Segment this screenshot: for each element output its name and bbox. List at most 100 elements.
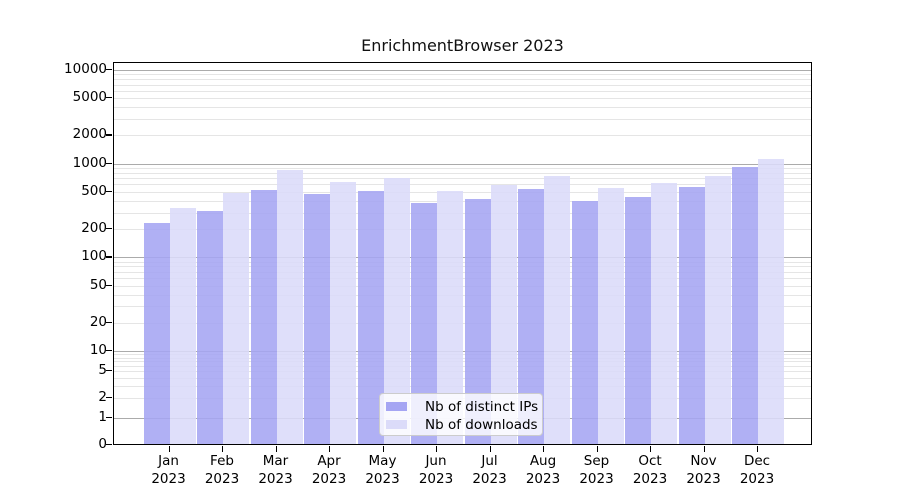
bar-downloads [330,182,356,444]
x-tick-label: Sep 2023 [562,453,632,488]
chart-title: EnrichmentBrowser 2023 [361,36,564,55]
x-tick-label: Jul 2023 [455,453,525,488]
y-tick-label: 1 [98,408,107,425]
x-tick-year: 2023 [525,470,561,487]
x-tick-mark [436,446,438,452]
minor-gridline [114,90,811,92]
x-tick-mark [596,446,598,452]
x-tick-month: Nov [690,453,717,469]
bar-distinct-ips [625,197,651,444]
x-tick-month: May [368,453,397,469]
x-tick-mark [650,446,652,452]
legend-swatch-distinct-ips-icon [386,402,407,411]
x-tick-year: 2023 [686,470,721,487]
minor-gridline [114,74,811,76]
x-tick-year: 2023 [632,470,668,487]
x-tick-month: Apr [317,453,341,469]
bar-distinct-ips [678,187,705,444]
y-tick-mark [106,162,112,164]
minor-gridline [114,184,811,186]
bar-downloads [544,175,570,444]
minor-gridline [114,84,811,86]
x-tick-month: Mar [262,453,289,469]
y-tick-label: 1000 [72,154,107,171]
y-tick-label: 0 [98,436,107,452]
major-gridline [114,163,811,165]
x-tick-month: Jul [481,453,498,469]
plot-area: Nb of distinct IPs Nb of downloads [113,62,812,445]
y-tick-label: 10 [89,342,107,359]
y-tick-mark [106,416,112,418]
x-tick-year: 2023 [472,470,507,487]
minor-gridline [114,172,811,174]
y-tick-label: 100 [81,248,107,265]
x-tick-year: 2023 [258,470,293,487]
bar-downloads [223,193,249,444]
x-tick-label: Oct 2023 [615,453,685,488]
y-tick-mark [106,444,112,446]
minor-gridline [114,79,811,81]
x-tick-year: 2023 [365,470,400,487]
y-tick-label: 500 [81,182,107,199]
x-tick-label: Jan 2023 [134,453,204,488]
legend-label-distinct-ips: Nb of distinct IPs [425,398,539,415]
x-tick-year: 2023 [311,470,347,487]
x-tick-label: Dec 2023 [722,453,792,488]
x-tick-month: Jan [158,453,179,469]
y-tick-label: 2000 [72,126,107,143]
x-tick-year: 2023 [418,470,454,487]
x-tick-mark [222,446,224,452]
x-tick-year: 2023 [739,470,775,487]
y-tick-label: 2 [98,388,107,405]
y-tick-mark [106,284,112,286]
y-tick-mark [106,134,112,136]
legend-item-distinct-ips: Nb of distinct IPs [386,398,539,415]
y-tick-mark [106,228,112,230]
minor-gridline [114,118,811,120]
bar-distinct-ips [143,222,170,444]
x-tick-mark [168,446,170,452]
bar-distinct-ips [304,194,330,444]
x-tick-label: Jun 2023 [401,453,471,488]
x-tick-mark [489,446,491,452]
y-tick-label: 20 [89,313,107,330]
x-tick-year: 2023 [204,470,240,487]
major-gridline [114,70,811,71]
bar-downloads [597,188,624,444]
x-tick-mark [329,446,331,452]
y-tick-mark [106,321,112,324]
x-tick-mark [382,446,384,452]
x-tick-label: Mar 2023 [241,453,311,488]
x-tick-month: Feb [210,453,234,469]
minor-gridline [114,167,811,169]
x-tick-year: 2023 [151,470,186,487]
bar-downloads [276,169,303,444]
minor-gridline [114,178,811,180]
bar-downloads [704,175,731,444]
x-tick-mark [703,446,705,452]
x-tick-label: May 2023 [348,453,418,488]
x-tick-mark [757,446,759,452]
x-tick-month: Sep [583,453,610,469]
x-tick-month: Jun [425,453,447,469]
bar-distinct-ips [732,166,758,444]
y-tick-mark [106,256,112,258]
y-tick-label: 50 [89,276,107,293]
y-tick-mark [106,370,112,372]
y-tick-mark [106,190,112,193]
y-tick-mark [106,396,112,398]
legend-label-downloads: Nb of downloads [425,416,538,433]
x-tick-label: Feb 2023 [187,453,257,488]
bar-distinct-ips [571,200,598,444]
x-tick-label: Nov 2023 [669,453,739,488]
legend-item-downloads: Nb of downloads [386,416,538,433]
bar-distinct-ips [197,211,223,444]
x-tick-label: Apr 2023 [294,453,364,488]
legend: Nb of distinct IPs Nb of downloads [379,393,543,436]
y-tick-label: 10000 [64,61,107,77]
x-tick-mark [275,446,277,452]
y-tick-label: 200 [81,220,107,237]
minor-gridline [114,135,811,137]
y-tick-mark [106,350,112,352]
